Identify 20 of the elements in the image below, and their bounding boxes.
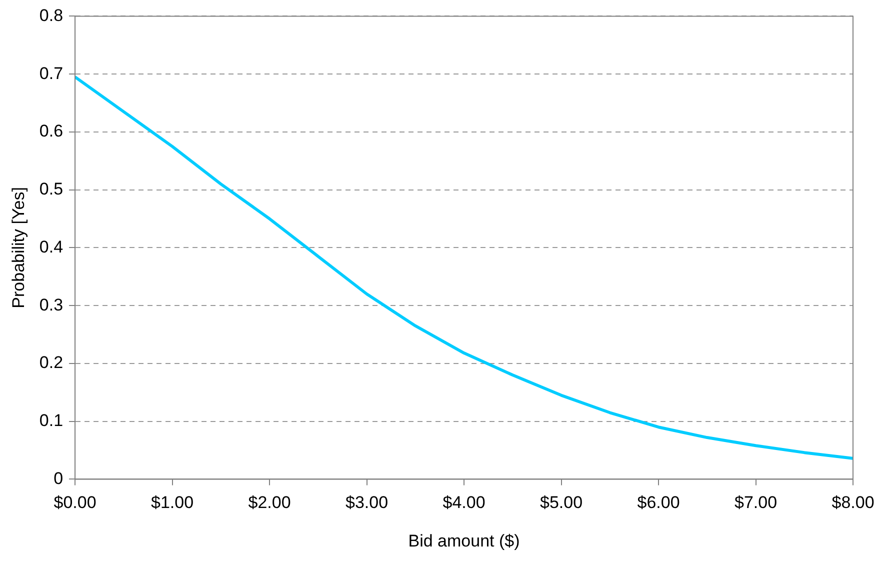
x-tick-label: $1.00 xyxy=(151,493,194,512)
x-tick-label: $6.00 xyxy=(637,493,680,512)
x-tick-label: $5.00 xyxy=(540,493,583,512)
y-tick-label: 0.5 xyxy=(39,180,64,199)
x-tick-label: $0.00 xyxy=(54,493,96,512)
y-tick-label: 0.2 xyxy=(39,353,64,372)
y-axis-title: Probability [Yes] xyxy=(8,187,28,308)
x-axis-title: Bid amount ($) xyxy=(408,531,520,550)
y-tick-label: 0 xyxy=(54,468,64,488)
x-tick-label: $3.00 xyxy=(345,493,388,512)
y-tick-label: 0.3 xyxy=(39,295,64,314)
x-tick-label: $2.00 xyxy=(248,493,291,512)
x-tick-label: $4.00 xyxy=(442,493,486,512)
y-tick-label: 0.7 xyxy=(39,64,64,83)
y-tick-label: 0.1 xyxy=(39,411,64,430)
y-tick-label: 0.4 xyxy=(39,237,64,256)
y-tick-label: 0.8 xyxy=(39,6,64,25)
y-tick-label: 0.6 xyxy=(39,122,64,141)
x-tick-label: $8.00 xyxy=(832,493,874,512)
x-tick-label: $7.00 xyxy=(734,493,778,512)
